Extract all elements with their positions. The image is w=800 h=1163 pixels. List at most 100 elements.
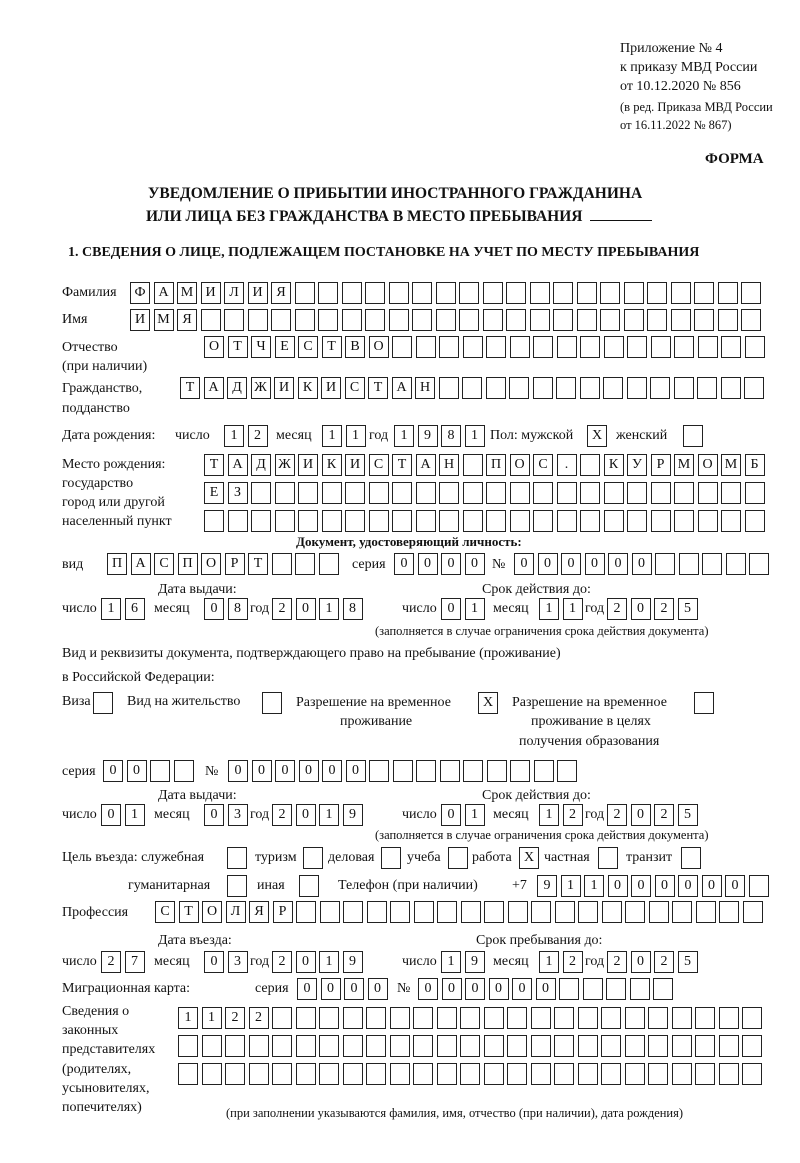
char-cell[interactable]	[579, 377, 600, 399]
reps-row-2[interactable]	[178, 1035, 766, 1057]
char-cell[interactable]	[415, 482, 436, 504]
char-cell[interactable]	[460, 1063, 480, 1085]
char-cell[interactable]: И	[130, 309, 150, 331]
char-cell[interactable]	[415, 510, 436, 532]
char-cell[interactable]: 0	[101, 804, 121, 826]
char-cell[interactable]	[462, 377, 482, 399]
purpose-work-checkbox[interactable]: X	[519, 847, 543, 869]
char-cell[interactable]	[389, 1063, 410, 1085]
char-cell[interactable]: Т	[392, 454, 412, 476]
char-cell[interactable]	[178, 1035, 198, 1057]
char-cell[interactable]: 0	[678, 875, 698, 897]
char-cell[interactable]: .	[556, 454, 577, 476]
char-cell[interactable]: А	[153, 282, 174, 304]
char-cell[interactable]	[274, 510, 295, 532]
char-cell[interactable]	[598, 847, 618, 869]
char-cell[interactable]	[413, 1063, 433, 1085]
char-cell[interactable]: Ж	[250, 377, 271, 399]
char-cell[interactable]: X	[587, 425, 607, 447]
char-cell[interactable]	[318, 282, 338, 304]
char-cell[interactable]: 0	[295, 598, 316, 620]
char-cell[interactable]	[603, 482, 624, 504]
char-cell[interactable]	[672, 901, 692, 923]
char-cell[interactable]	[388, 309, 409, 331]
char-cell[interactable]	[435, 282, 456, 304]
char-cell[interactable]	[576, 309, 597, 331]
char-cell[interactable]	[673, 377, 694, 399]
char-cell[interactable]	[319, 1063, 339, 1085]
char-cell[interactable]	[342, 1063, 363, 1085]
char-cell[interactable]: Л	[224, 282, 244, 304]
char-cell[interactable]: 0	[126, 760, 147, 782]
char-cell[interactable]	[366, 1035, 386, 1057]
char-cell[interactable]	[510, 760, 530, 782]
char-cell[interactable]: 0	[295, 804, 316, 826]
char-cell[interactable]: Б	[744, 454, 765, 476]
char-cell[interactable]	[509, 377, 529, 399]
purpose-transit-checkbox[interactable]	[681, 847, 705, 869]
char-cell[interactable]: 0	[103, 760, 123, 782]
char-cell[interactable]	[603, 377, 623, 399]
char-cell[interactable]	[463, 760, 483, 782]
purpose-service-checkbox[interactable]	[227, 847, 251, 869]
char-cell[interactable]: М	[177, 282, 197, 304]
char-cell[interactable]	[600, 282, 620, 304]
char-cell[interactable]: 1	[319, 951, 339, 973]
char-cell[interactable]	[529, 309, 550, 331]
char-cell[interactable]: 9	[342, 804, 363, 826]
char-cell[interactable]: 9	[342, 951, 363, 973]
char-cell[interactable]	[721, 510, 741, 532]
char-cell[interactable]	[173, 760, 194, 782]
char-cell[interactable]	[274, 482, 295, 504]
char-cell[interactable]	[741, 282, 761, 304]
char-cell[interactable]: 1	[539, 598, 559, 620]
char-cell[interactable]	[559, 978, 579, 1000]
char-cell[interactable]	[556, 377, 576, 399]
char-cell[interactable]: 0	[535, 978, 556, 1000]
char-cell[interactable]	[531, 901, 551, 923]
char-cell[interactable]: Я	[271, 282, 291, 304]
char-cell[interactable]: 0	[514, 553, 534, 575]
char-cell[interactable]	[554, 1035, 574, 1057]
char-cell[interactable]	[272, 1007, 292, 1029]
char-cell[interactable]	[343, 901, 363, 923]
char-cell[interactable]: 0	[344, 978, 364, 1000]
char-cell[interactable]	[295, 553, 315, 575]
char-cell[interactable]	[580, 454, 600, 476]
char-cell[interactable]: Д	[227, 377, 247, 399]
char-cell[interactable]: 5	[677, 804, 698, 826]
char-cell[interactable]: 2	[607, 951, 627, 973]
char-cell[interactable]	[251, 482, 271, 504]
char-cell[interactable]	[486, 510, 506, 532]
char-cell[interactable]: 0	[725, 875, 745, 897]
char-cell[interactable]	[482, 309, 503, 331]
char-cell[interactable]	[601, 901, 622, 923]
char-cell[interactable]: 1	[124, 804, 145, 826]
char-cell[interactable]: 0	[204, 804, 224, 826]
char-cell[interactable]: 0	[512, 978, 532, 1000]
char-cell[interactable]	[296, 901, 316, 923]
char-cell[interactable]	[435, 309, 456, 331]
char-cell[interactable]	[582, 978, 603, 1000]
char-cell[interactable]	[204, 510, 224, 532]
char-cell[interactable]: 0	[441, 598, 461, 620]
char-cell[interactable]	[647, 309, 667, 331]
char-cell[interactable]	[601, 1035, 621, 1057]
char-cell[interactable]: 1	[441, 951, 461, 973]
char-cell[interactable]: Т	[248, 553, 268, 575]
char-cell[interactable]	[227, 847, 247, 869]
char-cell[interactable]: 0	[488, 978, 509, 1000]
purpose-humanitarian-checkbox[interactable]	[227, 875, 251, 897]
char-cell[interactable]	[321, 482, 342, 504]
char-cell[interactable]	[462, 510, 483, 532]
char-cell[interactable]: 1	[539, 951, 559, 973]
char-cell[interactable]	[554, 1007, 574, 1029]
char-cell[interactable]: У	[627, 454, 647, 476]
char-cell[interactable]: 2	[272, 804, 292, 826]
char-cell[interactable]	[702, 553, 722, 575]
char-cell[interactable]: М	[153, 309, 174, 331]
